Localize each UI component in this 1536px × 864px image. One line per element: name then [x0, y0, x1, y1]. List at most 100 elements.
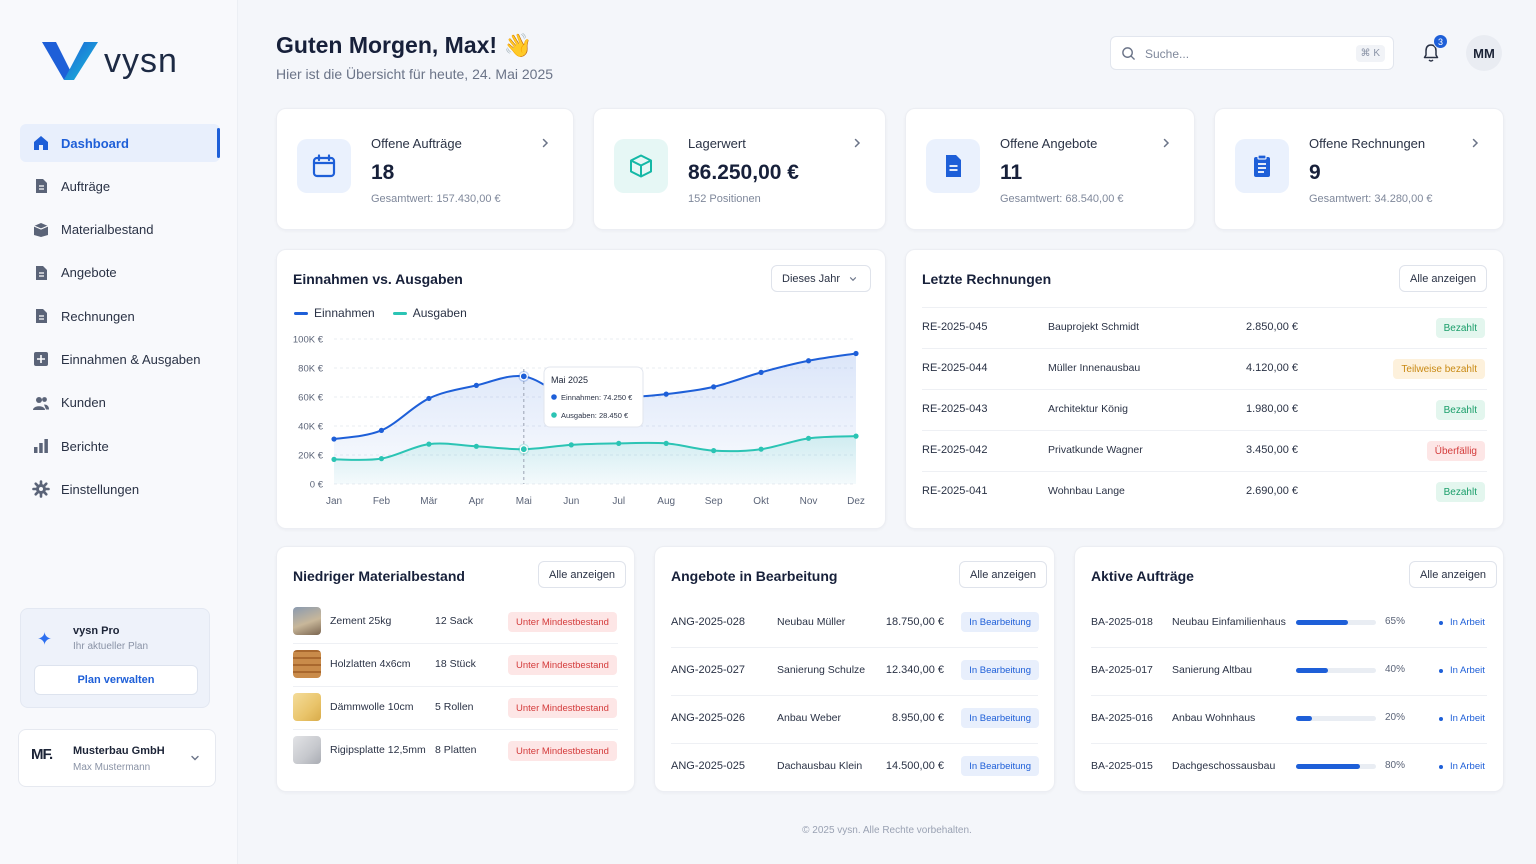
material-name: Rigipsplatte 12,5mm — [330, 744, 426, 756]
invoice-amount: 2.690,00 € — [1246, 485, 1298, 497]
home-icon — [32, 134, 50, 152]
sidebar-item-rechnungen[interactable]: Rechnungen — [20, 297, 220, 335]
status-dot — [1439, 621, 1443, 625]
offer-project: Anbau Weber — [777, 712, 842, 724]
table-row[interactable]: ANG-2025-027 Sanierung Schulze 12.340,00 €… — [655, 647, 1054, 695]
income-point[interactable] — [805, 358, 812, 364]
stat-card[interactable]: Offene Rechnungen 9 Gesamtwert: 34.280,00 … — [1214, 108, 1504, 230]
x-tick-label: Jun — [563, 496, 579, 507]
invoice-id: RE-2025-043 — [922, 403, 988, 415]
period-select[interactable]: Dieses Jahr — [771, 265, 871, 292]
search-box[interactable]: ⌘ K — [1110, 36, 1394, 70]
status-badge: Teilweise bezahlt — [1393, 359, 1485, 379]
expense-highlight-point[interactable] — [519, 445, 528, 454]
progress-fill — [1296, 668, 1328, 673]
stat-card[interactable]: Lagerwert 86.250,00 € 152 Positionen — [593, 108, 886, 230]
table-row[interactable]: BA-2025-017 Sanierung Altbau 40% In Arbeit — [1075, 647, 1503, 695]
income-point[interactable] — [853, 350, 859, 357]
order-project: Neubau Einfamilienhaus — [1172, 616, 1286, 628]
income-highlight-point[interactable] — [519, 372, 528, 381]
company-logo: MF. — [31, 746, 53, 763]
table-row[interactable]: RE-2025-041 Wohnbau Lange 2.690,00 € Bezahl… — [906, 471, 1503, 512]
sidebar-item-angebote[interactable]: Angebote — [20, 254, 220, 292]
expense-point[interactable] — [616, 440, 622, 446]
sidebar-item-einstellungen[interactable]: Einstellungen — [20, 470, 220, 508]
x-tick-label: Jul — [612, 496, 625, 507]
invoice-amount: 1.980,00 € — [1246, 403, 1298, 415]
income-point[interactable] — [331, 436, 337, 442]
material-quantity: 12 Sack — [435, 615, 473, 627]
income-point[interactable] — [426, 395, 432, 402]
table-row[interactable]: BA-2025-018 Neubau Einfamilienhaus 65% In A… — [1075, 599, 1503, 647]
table-row[interactable]: RE-2025-044 Müller Innenausbau 4.120,00 € T… — [906, 348, 1503, 389]
box-icon — [32, 221, 50, 239]
income-point[interactable] — [711, 384, 717, 390]
stat-label: Lagerwert — [688, 136, 746, 151]
status-dot — [1439, 669, 1443, 673]
search-shortcut: ⌘ K — [1355, 45, 1385, 62]
sidebar-item-kunden[interactable]: Kunden — [20, 384, 220, 422]
expense-point[interactable] — [426, 441, 432, 447]
table-row[interactable]: RE-2025-043 Architektur König 1.980,00 € Be… — [906, 389, 1503, 430]
income-point[interactable] — [663, 391, 669, 397]
table-row[interactable]: ANG-2025-026 Anbau Weber 8.950,00 € In Bear… — [655, 695, 1054, 743]
logo[interactable]: vysn — [40, 40, 178, 82]
show-all-offers-button[interactable]: Alle anzeigen — [959, 561, 1048, 588]
chevron-right-icon[interactable] — [539, 137, 551, 149]
status-badge: Unter Mindestbestand — [508, 698, 617, 718]
income-point[interactable] — [473, 382, 479, 388]
sidebar-item-berichte[interactable]: Berichte — [20, 427, 220, 465]
list-item[interactable]: Rigipsplatte 12,5mm 8 Platten Unter Mindes… — [277, 729, 634, 772]
table-row[interactable]: ANG-2025-025 Dachausbau Klein 14.500,00 € I… — [655, 743, 1054, 791]
chevron-right-icon[interactable] — [1469, 137, 1481, 149]
show-all-stock-button[interactable]: Alle anzeigen — [538, 561, 627, 588]
clipboard-icon — [1235, 139, 1289, 193]
sidebar-item-auftraege[interactable]: Aufträge — [20, 167, 220, 205]
table-row[interactable]: ANG-2025-028 Neubau Müller 18.750,00 € In B… — [655, 599, 1054, 647]
table-row[interactable]: RE-2025-042 Privatkunde Wagner 3.450,00 € Ü… — [906, 430, 1503, 471]
offers-card: Angebote in Bearbeitung Alle anzeigen AN… — [654, 546, 1055, 792]
show-all-invoices-button[interactable]: Alle anzeigen — [1399, 265, 1488, 292]
expense-point[interactable] — [805, 435, 812, 441]
search-input[interactable] — [1145, 44, 1345, 64]
list-item[interactable]: Holzlatten 4x6cm 18 Stück Unter Mindestbes… — [277, 643, 634, 686]
stat-card[interactable]: Offene Aufträge 18 Gesamtwert: 157.430,00 … — [276, 108, 574, 230]
plan-title: vysn Pro — [73, 625, 120, 637]
legend-item: Ausgaben — [392, 306, 467, 320]
progress-percent: 20% — [1385, 712, 1406, 723]
table-row[interactable]: RE-2025-045 Bauprojekt Schmidt 2.850,00 € B… — [906, 307, 1503, 348]
expense-point[interactable] — [853, 433, 859, 439]
invoice-id: RE-2025-041 — [922, 485, 988, 497]
company-switcher[interactable]: MF. Musterbau GmbH Max Mustermann — [18, 729, 216, 787]
sidebar-item-dashboard[interactable]: Dashboard — [20, 124, 220, 162]
chevron-right-icon[interactable] — [1160, 137, 1172, 149]
income-point[interactable] — [758, 369, 764, 375]
user-avatar[interactable]: MM — [1466, 35, 1502, 71]
table-row[interactable]: BA-2025-016 Anbau Wohnhaus 20% In Arbeit — [1075, 695, 1503, 743]
expense-point[interactable] — [711, 448, 717, 454]
progress-percent: 65% — [1385, 616, 1406, 627]
offers-title: Angebote in Bearbeitung — [671, 568, 838, 584]
chevron-right-icon[interactable] — [851, 137, 863, 149]
row-divider — [293, 729, 618, 730]
active-orders-card: Aktive Aufträge Alle anzeigen BA-2025-01… — [1074, 546, 1504, 792]
sidebar-item-einnahmen-ausgaben[interactable]: Einnahmen & Ausgaben — [20, 340, 220, 378]
row-divider — [293, 643, 618, 644]
income-point[interactable] — [378, 427, 385, 433]
expense-point[interactable] — [473, 443, 479, 449]
sidebar-item-materialbestand[interactable]: Materialbestand — [20, 211, 220, 249]
plan-card: ✦ vysn Pro Ihr aktueller Plan Plan verwa… — [20, 608, 210, 708]
show-all-orders-button[interactable]: Alle anzeigen — [1409, 561, 1498, 588]
expense-point[interactable] — [663, 440, 669, 446]
stat-card[interactable]: Offene Angebote 11 Gesamtwert: 68.540,00 € — [905, 108, 1195, 230]
cube-icon — [614, 139, 668, 193]
expense-point[interactable] — [378, 456, 385, 462]
expense-point[interactable] — [331, 456, 337, 462]
expense-point[interactable] — [758, 446, 764, 452]
list-item[interactable]: Dämmwolle 10cm 5 Rollen Unter Mindestbesta… — [277, 686, 634, 729]
table-row[interactable]: BA-2025-015 Dachgeschossausbau 80% In Arbei… — [1075, 743, 1503, 791]
manage-plan-button[interactable]: Plan verwalten — [34, 665, 198, 695]
list-item[interactable]: Zement 25kg 12 Sack Unter Mindestbestand — [277, 600, 634, 643]
status-badge: In Bearbeitung — [961, 612, 1039, 632]
expense-point[interactable] — [568, 442, 574, 448]
